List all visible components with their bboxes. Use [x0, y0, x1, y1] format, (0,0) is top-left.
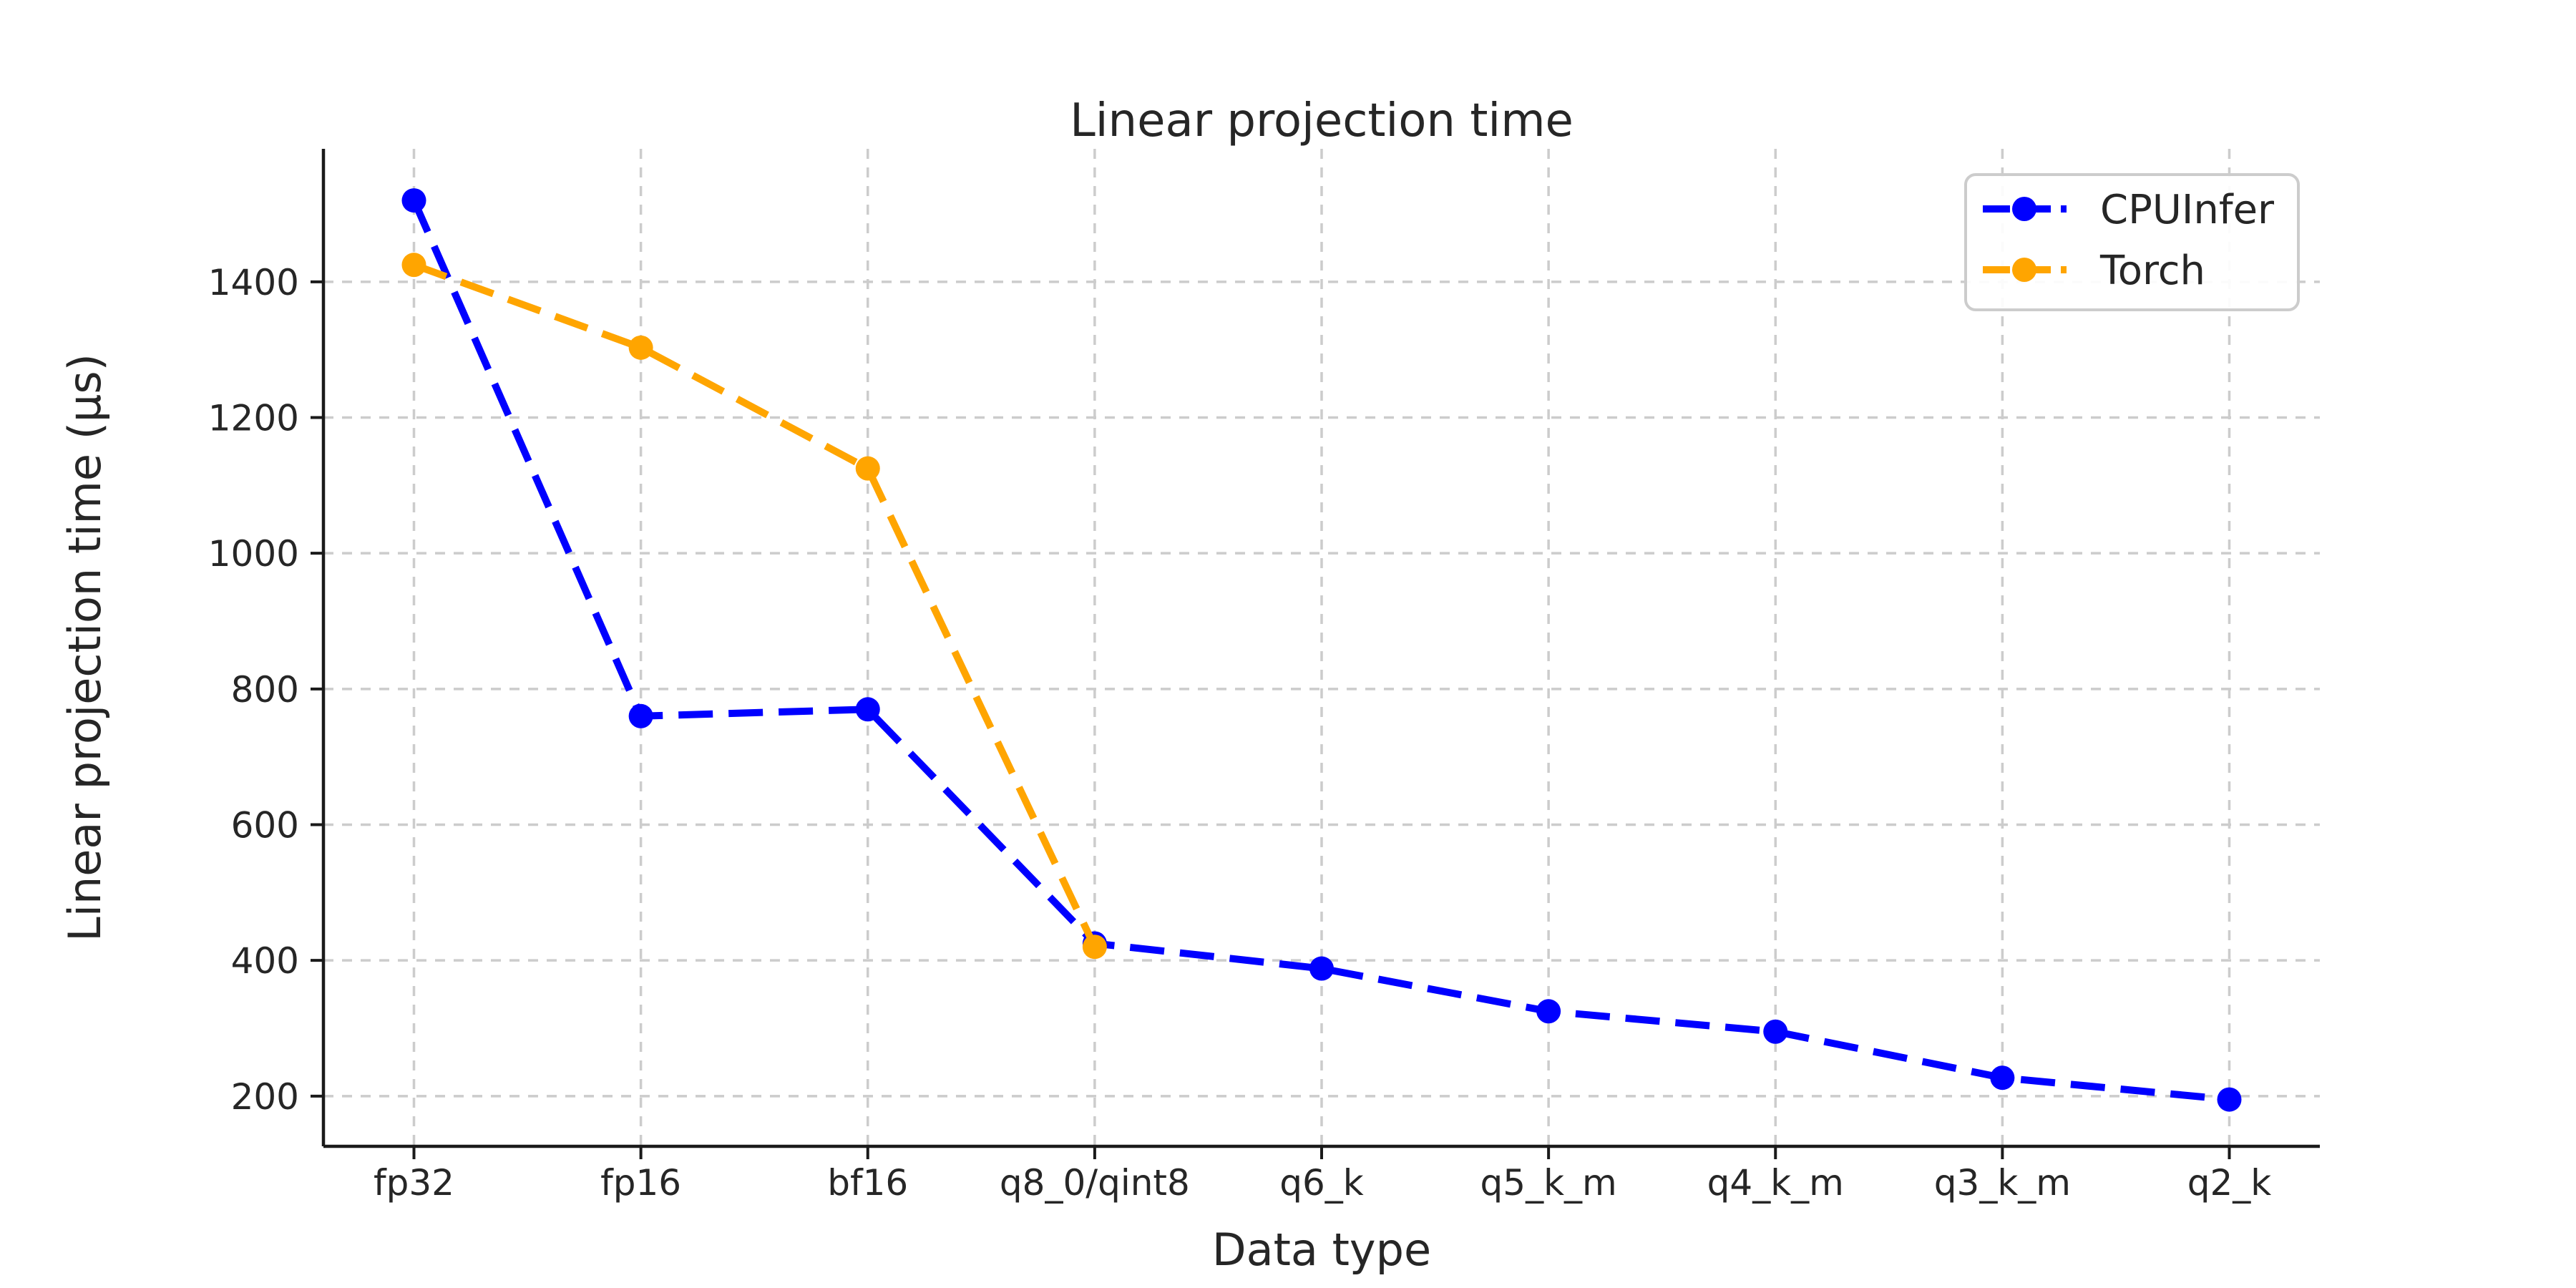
x-tick-labels: fp32 fp16 bf16 q8_0/qint8 q6_k q5_k_m q4_k_m q3…: [374, 1162, 2271, 1204]
series-CPUInfer: [401, 188, 2242, 1112]
x-tick-label-q6_k: q6_k: [1279, 1162, 1364, 1204]
x-axis-label: Data type: [1212, 1224, 1431, 1276]
y-tick-label-800: 800: [231, 669, 299, 711]
legend-marker-Torch: [2012, 258, 2036, 282]
legend-marker-CPUInfer: [2012, 197, 2036, 221]
data-point-CPUInfer-bf16: [855, 697, 880, 722]
x-tick-label-bf16: bf16: [827, 1162, 908, 1204]
y-tick-label-600: 600: [231, 805, 299, 847]
data-point-Torch-q8_0/qint8: [1082, 935, 1107, 960]
data-point-CPUInfer-fp32: [401, 188, 426, 213]
legend-label-Torch: Torch: [2099, 248, 2205, 294]
data-point-CPUInfer-q6_k: [1309, 956, 1334, 981]
x-tick-label-q4_k_m: q4_k_m: [1707, 1162, 1844, 1204]
legend-label-CPUInfer: CPUInfer: [2100, 187, 2275, 233]
legend-item-Torch: Torch: [1983, 248, 2205, 294]
y-tick-label-400: 400: [231, 940, 299, 982]
x-tick-label-q3_k_m: q3_k_m: [1934, 1162, 2071, 1204]
data-point-CPUInfer-q2_k: [2217, 1087, 2242, 1112]
x-tick-label-fp32: fp32: [374, 1162, 454, 1204]
x-tick-label-q8_0/qint8: q8_0/qint8: [1000, 1162, 1190, 1204]
series-line-Torch: [412, 261, 1098, 949]
data-point-Torch-bf16: [855, 456, 880, 481]
series-Torch: [401, 253, 1107, 960]
data-point-Torch-fp32: [401, 253, 426, 278]
series-line-CPUInfer: [410, 199, 2230, 1103]
data-point-CPUInfer-q5_k_m: [1536, 999, 1561, 1024]
legend: CPUInfer Torch: [1964, 173, 2300, 311]
data-point-CPUInfer-q4_k_m: [1763, 1019, 1788, 1044]
data-point-Torch-fp16: [628, 335, 653, 360]
y-tick-label-200: 200: [231, 1076, 299, 1118]
axis-tick-marks: [311, 280, 2231, 1159]
data-series: [401, 188, 2242, 1112]
y-tick-label-1000: 1000: [208, 533, 299, 575]
data-point-CPUInfer-fp16: [628, 703, 653, 728]
chart-title: Linear projection time: [1070, 94, 1574, 147]
data-point-CPUInfer-q3_k_m: [1990, 1065, 2015, 1091]
x-tick-label-q2_k: q2_k: [2187, 1162, 2272, 1204]
y-axis-label: Linear projection time (µs): [59, 353, 111, 942]
legend-item-CPUInfer: CPUInfer: [1983, 187, 2275, 233]
x-tick-label-q5_k_m: q5_k_m: [1480, 1162, 1617, 1204]
x-tick-label-fp16: fp16: [600, 1162, 681, 1204]
vertical-gridlines: [412, 149, 2231, 1146]
y-tick-labels: 200 400 600 800 1000 1200 1400: [208, 262, 299, 1118]
y-tick-label-1400: 1400: [208, 262, 299, 303]
y-tick-label-1200: 1200: [208, 398, 299, 439]
